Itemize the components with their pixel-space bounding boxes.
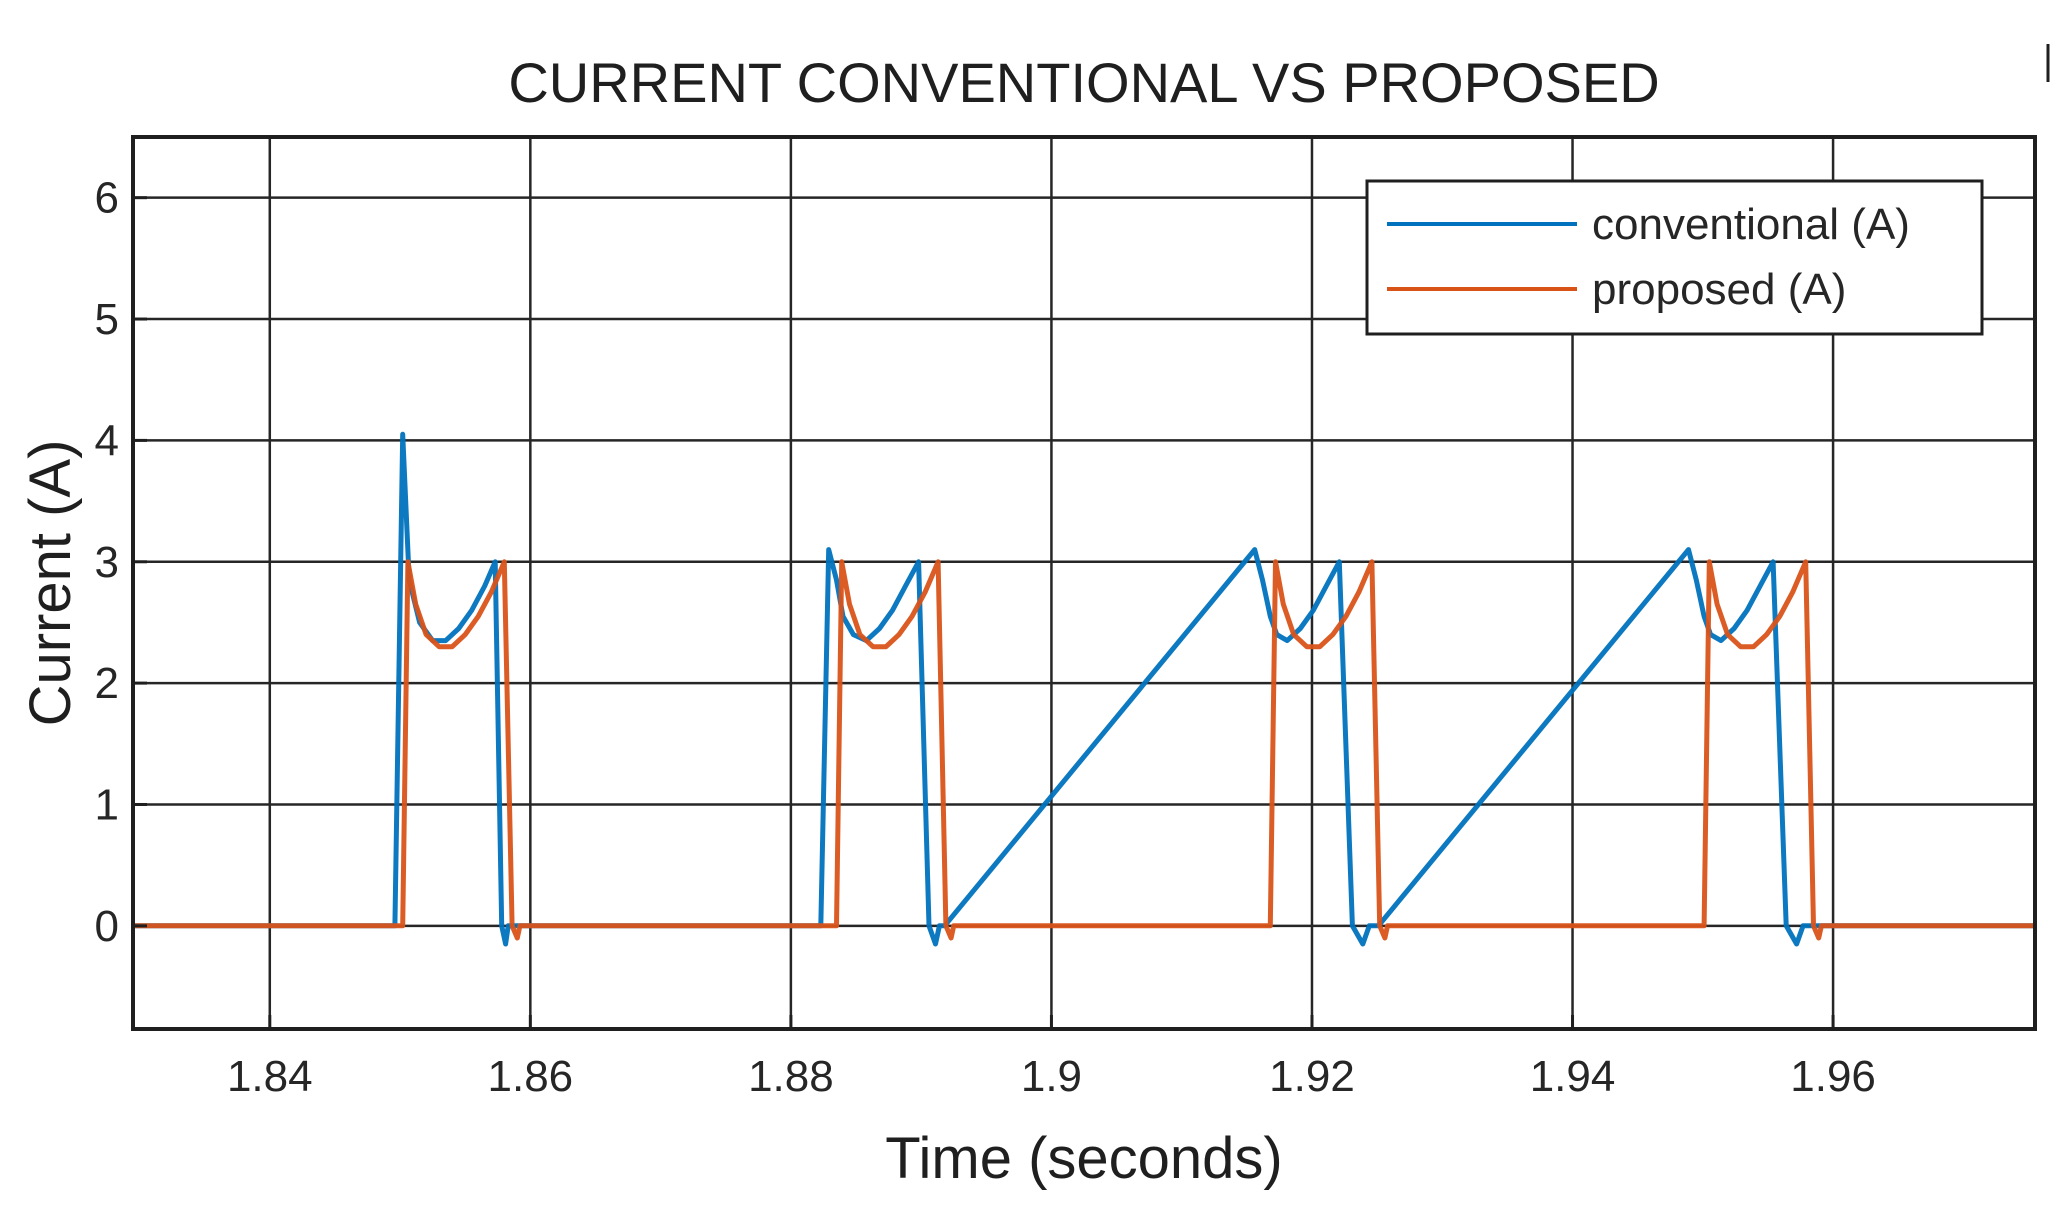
y-tick-label: 6: [95, 174, 119, 223]
legend-label-proposed: proposed (A): [1592, 265, 1846, 314]
y-tick-label: 5: [95, 295, 119, 344]
x-axis-label: Time (seconds): [885, 1126, 1283, 1191]
tick-layer: 1.84 1.86 1.88 1.9 1.92 1.94 1.96 0 1 2 3 4 5 6: [95, 174, 1876, 1101]
x-tick-label: 1.96: [1790, 1052, 1876, 1101]
plot-frame: [131, 135, 2037, 1031]
y-tick-label: 0: [95, 902, 119, 951]
x-tick-label: 1.94: [1530, 1052, 1616, 1101]
x-tick-label: 1.88: [748, 1052, 834, 1101]
legend-box: [1365, 179, 1984, 336]
x-tick-label: 1.92: [1269, 1052, 1355, 1101]
x-tick-label: 1.84: [227, 1052, 313, 1101]
series-line-proposed: [133, 559, 2035, 941]
y-tick-label: 1: [95, 780, 119, 829]
y-tick-label: 2: [95, 659, 119, 708]
legend-label-conventional: conventional (A): [1592, 200, 1910, 249]
chart-title: CURRENT CONVENTIONAL VS PROPOSED: [508, 51, 1659, 114]
x-tick-label: 1.9: [1021, 1052, 1082, 1101]
y-tick-label: 3: [95, 538, 119, 587]
y-tick-label: 4: [95, 416, 119, 465]
series-line-conventional: [133, 431, 2035, 947]
legend: conventional (A) proposed (A): [1365, 179, 1984, 336]
x-tick-label: 1.86: [488, 1052, 574, 1101]
y-axis-label: Current (A): [18, 440, 83, 727]
series-layer: [133, 431, 2035, 947]
